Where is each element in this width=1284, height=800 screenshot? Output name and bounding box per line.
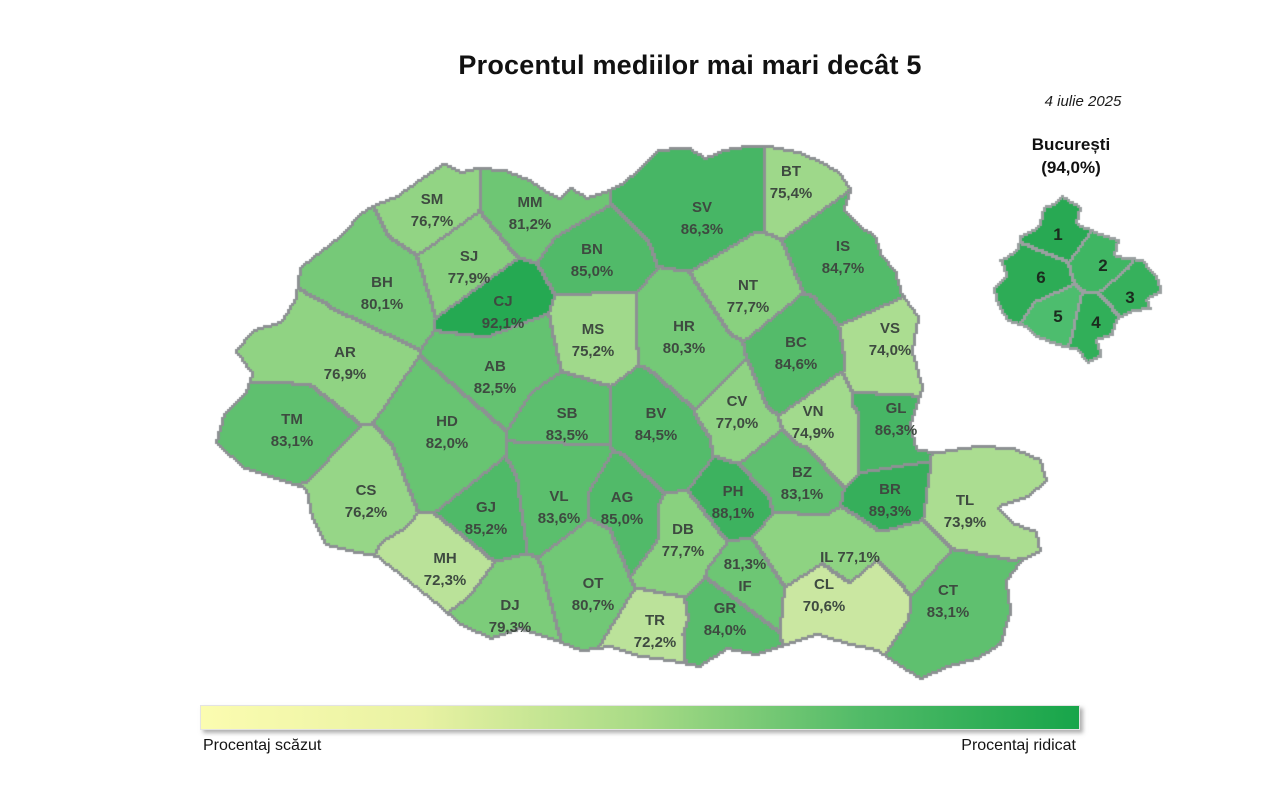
legend-low-label: Procentaj scăzut [203, 737, 322, 754]
legend-high-label: Procentaj ridicat [961, 737, 1076, 754]
legend-gradient-bar [200, 705, 1080, 730]
